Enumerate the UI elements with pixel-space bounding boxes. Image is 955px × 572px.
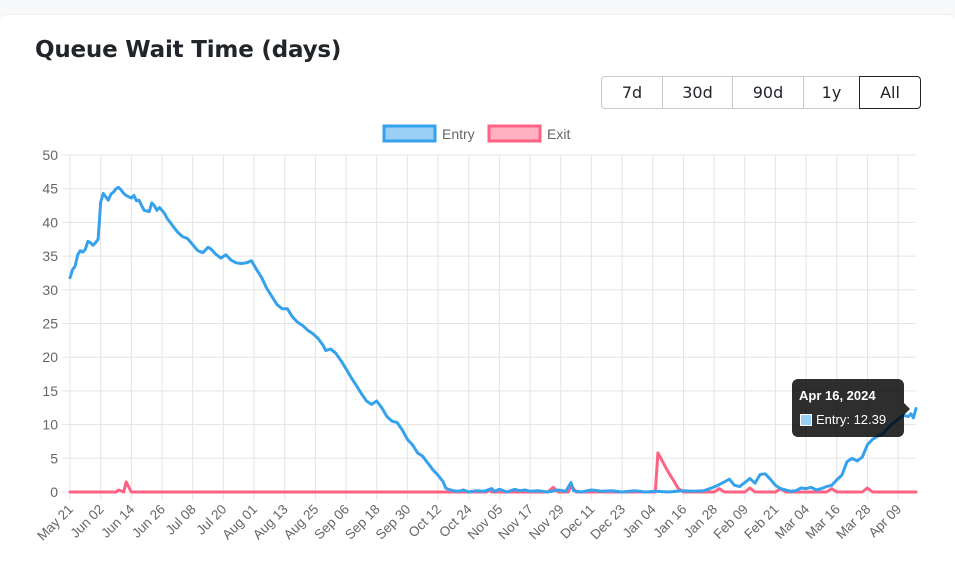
series-line-entry <box>68 185 918 494</box>
range-button-all[interactable]: All <box>859 76 921 109</box>
chart-card: Queue Wait Time (days) 7d 30d 90d 1y All <box>0 14 955 572</box>
x-tick-label: May 21 <box>34 502 76 544</box>
x-tick-label: Apr 09 <box>865 502 904 541</box>
legend-swatch-entry <box>382 124 437 143</box>
y-tick-label: 30 <box>42 282 58 298</box>
y-tick-label: 15 <box>42 383 58 399</box>
y-tick-label: 45 <box>42 181 58 197</box>
y-axis-ticks: 0 5 10 15 20 25 30 35 40 45 50 <box>42 147 58 500</box>
x-tick-label: Oct 12 <box>405 502 444 541</box>
y-tick-label: 10 <box>42 417 58 433</box>
x-tick-label: Jun 02 <box>68 502 107 541</box>
x-tick-label: Sep 30 <box>373 502 414 543</box>
page-title: Queue Wait Time (days) <box>35 37 342 63</box>
range-button-1y[interactable]: 1y <box>803 76 860 109</box>
y-tick-label: 50 <box>42 147 58 163</box>
x-gridlines <box>69 155 899 500</box>
y-tick-label: 20 <box>42 349 58 365</box>
x-tick-label: Dec 23 <box>587 502 628 543</box>
tooltip-title: Apr 16, 2024 <box>799 388 876 403</box>
y-tick-label: 25 <box>42 316 58 332</box>
x-tick-label: Jan 16 <box>650 502 689 541</box>
chart-legend[interactable]: Entry Exit <box>382 124 570 143</box>
x-tick-label: Mar 28 <box>833 502 873 542</box>
x-tick-label: Nov 29 <box>526 502 567 543</box>
y-tick-label: 5 <box>50 450 58 466</box>
tooltip-swatch <box>800 414 812 426</box>
series-lines <box>68 185 918 494</box>
tooltip-caret <box>904 403 910 415</box>
x-tick-label: Jan 04 <box>620 501 660 541</box>
range-button-group: 7d 30d 90d 1y All <box>601 76 921 109</box>
y-tick-label: 35 <box>42 248 58 264</box>
x-tick-label: Jul 08 <box>163 502 199 538</box>
range-button-7d[interactable]: 7d <box>601 76 663 109</box>
legend-label-exit: Exit <box>547 126 570 142</box>
y-gridlines <box>62 154 916 493</box>
legend-swatch-exit <box>487 124 542 143</box>
chart-tooltip: Apr 16, 2024 Entry: 12.39 <box>792 379 910 437</box>
legend-label-entry: Entry <box>442 126 475 142</box>
x-tick-label: Jun 26 <box>129 502 168 541</box>
y-tick-label: 40 <box>42 214 58 230</box>
range-button-30d[interactable]: 30d <box>662 76 733 109</box>
tooltip-body: Entry: 12.39 <box>816 412 887 427</box>
x-tick-label: Jun 14 <box>98 501 138 541</box>
y-tick-label: 0 <box>50 484 58 500</box>
